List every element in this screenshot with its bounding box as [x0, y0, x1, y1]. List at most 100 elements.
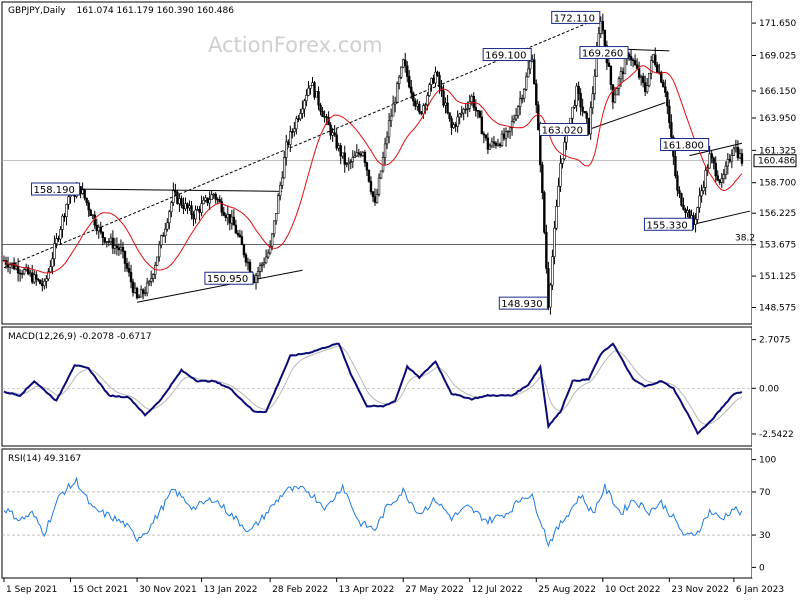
candle-body: [277, 195, 280, 214]
candle-body: [305, 95, 308, 102]
candle-body: [105, 241, 109, 243]
annotation-label: 163.020: [542, 125, 583, 136]
candle-body: [61, 215, 64, 230]
price-annotation: 161.800: [660, 138, 710, 152]
candle-body: [555, 206, 558, 229]
candle-body: [428, 84, 431, 96]
candle-body: [101, 231, 104, 238]
candle-body: [33, 274, 36, 283]
annotation-box: [643, 217, 694, 231]
candle-body: [520, 97, 524, 100]
candle-body: [345, 163, 348, 165]
candle-body: [490, 141, 494, 147]
candlestick-series: [2, 13, 744, 315]
time-tick-label: 1 Sep 2021: [6, 585, 57, 595]
price-tick-label: 166.150: [759, 87, 796, 97]
candle-body: [643, 82, 647, 93]
candle-body: [214, 193, 217, 200]
candle-body: [680, 193, 683, 206]
candle-body: [57, 238, 60, 240]
candle-body: [694, 218, 697, 225]
candle-body: [496, 143, 500, 146]
candle-body: [367, 169, 371, 182]
candle-body: [81, 189, 84, 194]
annotation-label: 158.190: [34, 185, 75, 196]
candle-body: [728, 159, 732, 162]
candle-body: [406, 65, 409, 77]
candle-body: [724, 165, 728, 175]
candle-body: [472, 96, 475, 108]
candle-body: [674, 156, 677, 176]
candle-body: [236, 232, 240, 236]
candle-body: [190, 205, 193, 215]
candle-body: [482, 133, 486, 136]
moving-average: [3, 65, 743, 274]
candle-body: [571, 106, 574, 119]
candle-body: [645, 85, 649, 93]
candle-body: [125, 263, 129, 269]
candle-body: [287, 141, 290, 145]
annotation-label: 172.110: [554, 13, 595, 24]
candle-body: [633, 60, 637, 66]
macd-line: [3, 342, 743, 436]
candle-body: [422, 105, 425, 115]
candle-body: [639, 76, 643, 78]
price-tick-label: 153.675: [759, 241, 796, 251]
ohlc-values: 161.074 161.179 160.390 160.486: [76, 6, 234, 16]
candle-body: [448, 112, 451, 120]
candle-body: [736, 147, 740, 159]
candle-body: [684, 209, 687, 214]
candle-body: [254, 275, 258, 283]
candle-body: [603, 29, 607, 46]
watermark: ActionForex.com: [208, 33, 383, 57]
candle-body: [35, 274, 38, 280]
candle-body: [516, 106, 520, 116]
candle-body: [391, 103, 395, 117]
candle-body: [637, 68, 641, 78]
candle-body: [115, 245, 119, 249]
candle-body: [323, 116, 326, 118]
candle-body: [91, 214, 94, 217]
symbol-title: GBPJPY,Daily: [8, 6, 66, 16]
candle-body: [438, 74, 441, 88]
candle-body: [363, 151, 367, 163]
candle-body: [59, 229, 62, 240]
time-tick-label: 13 Apr 2022: [339, 585, 395, 595]
candle-body: [18, 272, 22, 275]
candle-body: [351, 157, 355, 163]
candle-body: [156, 256, 159, 266]
candle-body: [133, 287, 137, 293]
candle-body: [160, 235, 163, 246]
candle-body: [533, 59, 536, 85]
current-price-box: [753, 154, 797, 168]
candle-body: [198, 209, 201, 213]
candle-body: [575, 85, 578, 106]
candle-body: [343, 152, 346, 165]
candle-body: [700, 190, 703, 197]
candle-body: [283, 157, 286, 179]
candle-body: [577, 85, 580, 94]
candle-body: [522, 89, 526, 99]
trendline: [693, 210, 751, 225]
candle-body: [722, 174, 725, 179]
candle-body: [123, 250, 127, 264]
macd-panel-frame: [1, 326, 753, 447]
candle-body: [716, 175, 719, 181]
candle-body: [12, 262, 16, 270]
time-tick-label: 30 Nov 2021: [139, 585, 197, 595]
candle-body: [488, 145, 492, 150]
candle-body: [373, 196, 377, 203]
candle-body: [698, 195, 701, 208]
candle-body: [333, 132, 336, 136]
candle-body: [162, 235, 165, 237]
candle-body: [83, 189, 86, 199]
candle-body: [325, 116, 328, 118]
candle-body: [444, 102, 447, 106]
candle-body: [393, 101, 397, 105]
annotation-label: 161.800: [663, 141, 704, 152]
candle-body: [309, 85, 312, 89]
time-tick-label: 10 Oct 2022: [605, 585, 661, 595]
candle-body: [696, 207, 699, 220]
candle-body: [357, 152, 361, 155]
candle-body: [210, 194, 213, 201]
